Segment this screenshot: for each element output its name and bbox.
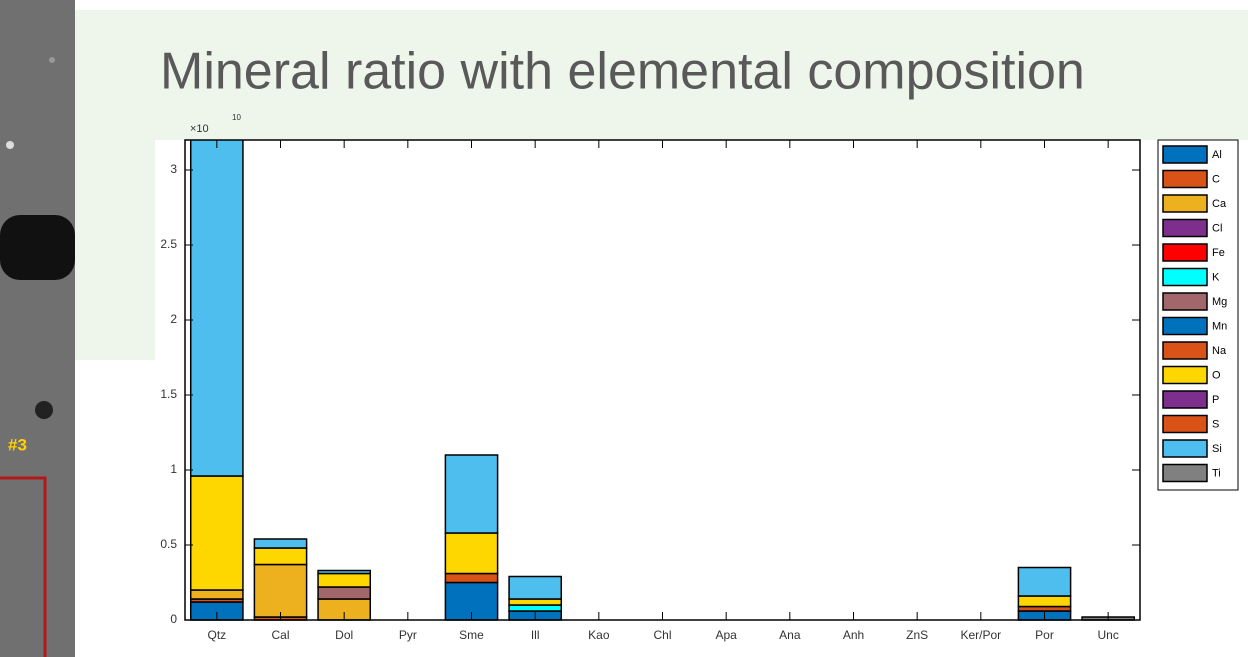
bar-segment bbox=[1018, 568, 1070, 597]
x-tick-label: Kao bbox=[588, 628, 610, 642]
x-tick-label: Unc bbox=[1097, 628, 1118, 642]
crack bbox=[0, 215, 75, 280]
sem-image: #3 bbox=[0, 0, 75, 657]
legend-label: P bbox=[1212, 394, 1219, 406]
y-tick-label: 0.5 bbox=[160, 537, 177, 551]
legend-swatch bbox=[1163, 342, 1207, 359]
legend-swatch bbox=[1163, 269, 1207, 286]
bar-segment bbox=[191, 131, 243, 476]
y-tick-label: 1 bbox=[170, 462, 177, 476]
legend-label: Mg bbox=[1212, 296, 1227, 308]
legend-label: Ti bbox=[1212, 467, 1221, 479]
legend-box bbox=[1158, 140, 1238, 490]
bar-segment bbox=[254, 548, 306, 565]
legend-swatch bbox=[1163, 195, 1207, 212]
bar-segment bbox=[445, 455, 497, 533]
y-tick-label: 2 bbox=[170, 312, 177, 326]
x-tick-label: Qtz bbox=[207, 628, 226, 642]
x-tick-label: Sme bbox=[459, 628, 484, 642]
legend-label: Si bbox=[1212, 443, 1222, 455]
chart-title: Mineral ratio with elemental composition bbox=[160, 43, 1085, 101]
image-label: #3 bbox=[8, 435, 27, 454]
bar-segment bbox=[191, 476, 243, 590]
pore bbox=[35, 401, 53, 419]
y-tick-label: 1.5 bbox=[160, 387, 177, 401]
legend-swatch bbox=[1163, 367, 1207, 384]
slide: #3 Mineral ratio with elemental composit… bbox=[0, 0, 1248, 657]
x-tick-label: Por bbox=[1035, 628, 1054, 642]
bar-segment bbox=[191, 590, 243, 599]
legend-swatch bbox=[1163, 244, 1207, 261]
legend-label: S bbox=[1212, 418, 1219, 430]
x-tick-label: Apa bbox=[715, 628, 737, 642]
bar-segment bbox=[254, 565, 306, 618]
exponent: 10 bbox=[232, 113, 241, 122]
legend-label: Fe bbox=[1212, 247, 1225, 259]
grain bbox=[6, 141, 14, 149]
exponent-base: ×10 bbox=[190, 123, 209, 135]
bar-segment bbox=[509, 605, 561, 611]
bar-segment bbox=[254, 539, 306, 548]
bar-segment bbox=[445, 533, 497, 574]
legend-label: K bbox=[1212, 271, 1220, 283]
bar-segment bbox=[318, 587, 370, 599]
bar-segment bbox=[509, 577, 561, 600]
legend-swatch bbox=[1163, 440, 1207, 457]
x-tick-label: Pyr bbox=[399, 628, 417, 642]
grain bbox=[49, 57, 55, 63]
x-tick-label: Anh bbox=[843, 628, 864, 642]
x-tick-label: Ill bbox=[531, 628, 540, 642]
legend-label: C bbox=[1212, 173, 1220, 185]
legend-label: Mn bbox=[1212, 320, 1227, 332]
legend-label: Al bbox=[1212, 149, 1222, 161]
legend-swatch bbox=[1163, 220, 1207, 237]
y-tick-label: 2.5 bbox=[160, 237, 177, 251]
bar-segment bbox=[1018, 596, 1070, 607]
image-bg bbox=[0, 0, 75, 657]
x-tick-label: Ana bbox=[779, 628, 801, 642]
legend-swatch bbox=[1163, 318, 1207, 335]
bar-segment bbox=[318, 574, 370, 588]
x-tick-label: ZnS bbox=[906, 628, 928, 642]
x-tick-label: Chl bbox=[653, 628, 671, 642]
legend-swatch bbox=[1163, 416, 1207, 433]
x-tick-label: Cal bbox=[271, 628, 289, 642]
legend-swatch bbox=[1163, 465, 1207, 482]
legend-label: Na bbox=[1212, 345, 1227, 357]
x-tick-label: Ker/Por bbox=[960, 628, 1001, 642]
legend-swatch bbox=[1163, 171, 1207, 188]
legend-label: Cl bbox=[1212, 222, 1222, 234]
legend-swatch bbox=[1163, 146, 1207, 163]
bar-segment bbox=[318, 571, 370, 574]
y-tick-label: 0 bbox=[170, 612, 177, 626]
y-tick-label: 3 bbox=[170, 162, 177, 176]
legend-swatch bbox=[1163, 293, 1207, 310]
bar-segment bbox=[509, 599, 561, 605]
x-tick-label: Dol bbox=[335, 628, 353, 642]
bar-segment bbox=[445, 574, 497, 583]
legend-label: O bbox=[1212, 369, 1221, 381]
legend-swatch bbox=[1163, 391, 1207, 408]
side-panel bbox=[75, 140, 155, 360]
legend-label: Ca bbox=[1212, 198, 1227, 210]
